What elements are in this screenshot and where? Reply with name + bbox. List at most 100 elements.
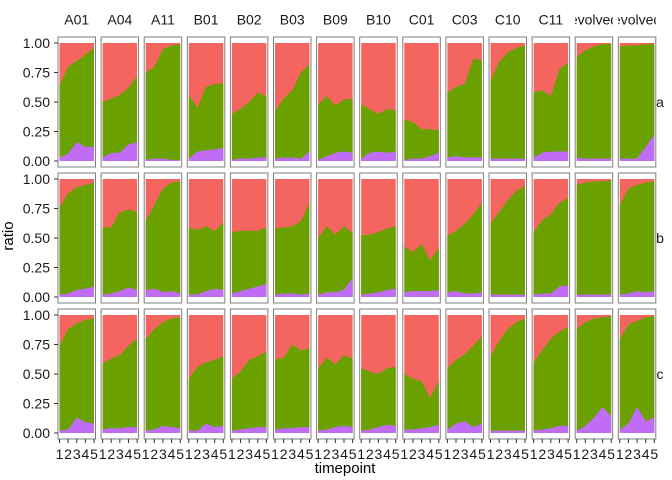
area-purple xyxy=(145,425,181,433)
panel-a-8 xyxy=(402,36,441,168)
area-green xyxy=(447,202,482,297)
x-tick-label: 3 xyxy=(633,446,641,462)
x-tick-label: 5 xyxy=(435,446,443,462)
panel-b-1 xyxy=(100,172,140,304)
panel-a-0 xyxy=(57,36,96,168)
panel-b-0 xyxy=(57,172,96,304)
area-purple xyxy=(275,293,310,297)
column-strip-label: A04 xyxy=(107,12,132,28)
x-tick-label: 4 xyxy=(599,446,607,462)
x-tick-label: 3 xyxy=(202,446,210,462)
column-strip-label: C03 xyxy=(452,12,478,28)
x-tick-label: 4 xyxy=(383,446,391,462)
area-purple xyxy=(533,151,569,161)
x-tick-label: 2 xyxy=(538,446,546,462)
panel-border xyxy=(531,172,571,304)
panel-b-8 xyxy=(402,172,441,304)
x-tick-label: 5 xyxy=(219,446,227,462)
x-tick-label: 4 xyxy=(125,446,133,462)
area-green xyxy=(361,226,396,297)
panel-border xyxy=(143,36,183,168)
y-tick-label: 1.00 xyxy=(23,35,50,51)
x-tick-label: 3 xyxy=(547,446,555,462)
column-strip-label: A01 xyxy=(64,12,89,28)
column-strip-labels: A01 A04 A11 B01 B02 B03 B09 B10 C01 C03 C10 C11 evol… xyxy=(64,12,656,28)
area-green xyxy=(447,58,482,162)
x-tick-label: 1 xyxy=(185,446,193,462)
x-tick-label: 5 xyxy=(90,446,98,462)
area-green xyxy=(102,76,138,161)
area-green xyxy=(404,119,439,161)
area-green xyxy=(59,182,94,297)
area-purple xyxy=(619,135,655,161)
area-purple xyxy=(102,287,138,297)
panel-border xyxy=(574,36,614,168)
row-strip-label: a xyxy=(656,94,664,110)
area-purple xyxy=(275,427,310,433)
area-purple xyxy=(361,151,396,161)
x-axis-title: timepoint xyxy=(315,460,377,477)
area-purple xyxy=(404,424,439,433)
area-green xyxy=(318,96,353,161)
x-tick-label: 3 xyxy=(590,446,598,462)
area-green xyxy=(576,180,612,297)
x-tick-label: 2 xyxy=(452,446,460,462)
area-green xyxy=(533,326,569,433)
area-green xyxy=(404,374,439,433)
column-strip-label: A11 xyxy=(151,12,175,28)
x-tick-label: 1 xyxy=(357,446,365,462)
area-green xyxy=(361,366,396,433)
x-tick-label: 3 xyxy=(375,446,383,462)
area-purple xyxy=(231,157,267,161)
panel-c-12 xyxy=(574,308,614,440)
area-purple xyxy=(188,288,224,297)
panel-border xyxy=(359,36,398,168)
area-green xyxy=(318,355,353,433)
area-purple xyxy=(404,152,439,161)
panel-grid xyxy=(57,36,657,440)
x-tick-label: 2 xyxy=(280,446,288,462)
column-strip-label: B09 xyxy=(323,12,348,28)
area-green xyxy=(188,83,224,161)
panel-border xyxy=(186,36,226,168)
column-strip-label: C10 xyxy=(495,12,521,28)
y-tick-label: 0.00 xyxy=(23,425,50,441)
y-tick-label: 1.00 xyxy=(23,171,50,187)
panel-a-4 xyxy=(229,36,269,168)
area-green xyxy=(188,222,224,297)
y-tick-label: 0.75 xyxy=(23,65,50,81)
area-purple xyxy=(576,407,612,433)
x-tick-label: 2 xyxy=(107,446,115,462)
area-purple xyxy=(361,424,396,433)
x-tick-label: 3 xyxy=(331,446,339,462)
area-purple xyxy=(533,285,569,297)
x-tick-label: 5 xyxy=(133,446,141,462)
area-green xyxy=(231,92,267,161)
y-tick-label: 0.50 xyxy=(23,94,50,110)
panel-border xyxy=(488,172,527,304)
y-tick-label: 0.25 xyxy=(23,124,50,140)
panel-c-4 xyxy=(229,308,269,440)
panel-a-10 xyxy=(488,36,527,168)
panel-c-0 xyxy=(57,308,96,440)
panel-c-8 xyxy=(402,308,441,440)
area-purple xyxy=(188,148,224,161)
panel-a-13 xyxy=(617,36,657,168)
x-tick-label: 5 xyxy=(521,446,529,462)
x-tick-label: 3 xyxy=(504,446,512,462)
column-strip-label: B01 xyxy=(194,12,219,28)
x-tick-label: 3 xyxy=(73,446,81,462)
area-purple xyxy=(59,417,94,433)
area-green xyxy=(576,44,612,161)
panel-c-6 xyxy=(316,308,355,440)
area-purple xyxy=(361,288,396,297)
column-strip-label: evolved xyxy=(570,12,618,28)
panel-c-2 xyxy=(143,308,183,440)
panel-c-5 xyxy=(273,308,312,440)
panel-border xyxy=(229,172,269,304)
x-tick-label: 4 xyxy=(469,446,477,462)
x-tick-label: 1 xyxy=(487,446,495,462)
area-green xyxy=(619,316,655,433)
